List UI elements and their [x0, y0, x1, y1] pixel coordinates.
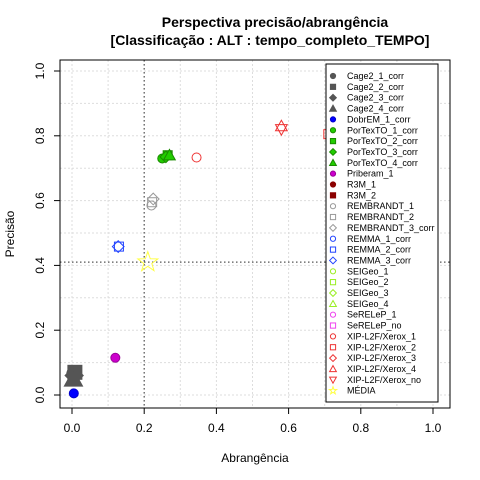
data-point: [274, 124, 289, 137]
legend-marker: [329, 311, 337, 318]
legend-entry: PorTexTO_2_corr: [347, 136, 418, 146]
x-tick-label: 0.8: [352, 421, 369, 435]
legend-marker: [328, 354, 338, 363]
legend-marker: [329, 170, 337, 177]
legend-entry: SEIGeo_1: [347, 266, 389, 276]
legend-entry: PorTexTO_4_corr: [347, 158, 418, 168]
y-tick-label: 1.0: [33, 62, 47, 79]
legend-entry: REMBRANDT_2: [347, 212, 414, 222]
data-point: [274, 119, 289, 132]
x-tick-label: 1.0: [425, 421, 442, 435]
legend-marker: [329, 344, 337, 351]
legend-entry: Priberam_1: [347, 169, 394, 179]
y-tick-label: 0.4: [33, 257, 47, 274]
legend-entry: Cage2_2_corr: [347, 82, 404, 92]
legend-entry: XIP-L2F/Xerox_4: [347, 364, 416, 374]
legend-entry: XIP-L2F/Xerox_no: [347, 375, 421, 385]
data-point: [162, 148, 177, 161]
y-tick-label: 0.2: [33, 322, 47, 339]
data-point: [136, 250, 160, 272]
legend-marker: [329, 127, 337, 134]
legend-marker: [328, 93, 338, 102]
x-tick-label: 0.2: [136, 421, 153, 435]
legend-marker: [329, 333, 337, 340]
chart-subtitle: [Classificação : ALT : tempo_completo_TE…: [111, 32, 430, 48]
legend-marker: [327, 385, 339, 396]
legend-entry: Cage2_1_corr: [347, 71, 404, 81]
legend-entry: REMMA_3_corr: [347, 255, 411, 265]
legend-entry: REMMA_1_corr: [347, 234, 411, 244]
legend-entry: XIP-L2F/Xerox_3: [347, 353, 416, 363]
x-tick-label: 0.6: [280, 421, 297, 435]
legend-marker: [329, 138, 337, 145]
legend-entry: R3M_2: [347, 190, 376, 200]
legend-marker: [329, 72, 337, 80]
data-point: [110, 352, 121, 363]
legend-marker: [329, 235, 337, 242]
data-points: [63, 119, 334, 399]
legend-marker: [328, 299, 338, 308]
x-axis-label: Abrangência: [221, 451, 289, 465]
x-tick-label: 0.4: [208, 421, 225, 435]
data-point: [111, 240, 125, 254]
data-point: [68, 388, 79, 399]
legend-marker: [329, 203, 337, 210]
legend-entry: MÉDIA: [347, 386, 376, 396]
legend-marker: [329, 83, 337, 90]
legend-marker: [328, 288, 338, 298]
legend-marker: [329, 268, 337, 275]
legend-entry: DobrEM_1_corr: [347, 114, 411, 124]
legend-marker: [329, 279, 337, 286]
y-axis: 0.0 0.2 0.4 0.6 0.8 1.0: [33, 62, 60, 403]
legend-marker: [329, 181, 337, 188]
legend-entry: SEIGeo_4: [347, 299, 389, 309]
data-point: [146, 200, 157, 211]
legend-entry: REMBRANDT_1: [347, 201, 414, 211]
legend-marker: [329, 322, 337, 329]
legend-entry: XIP-L2F/Xerox_1: [347, 331, 416, 341]
y-tick-label: 0.0: [33, 386, 47, 403]
plot-frame: [59, 59, 451, 409]
data-point: [63, 368, 84, 387]
legend-entry: SEIGeo_3: [347, 288, 389, 298]
legend-marker: [328, 364, 338, 373]
legend-entry: SeRELeP_no: [347, 321, 402, 331]
x-axis: 0.0 0.2 0.4 0.6 0.8 1.0: [64, 408, 442, 435]
legend-box: [325, 63, 439, 403]
data-point: [146, 192, 160, 206]
legend-entry: SeRELeP_1: [347, 310, 397, 320]
legend-marker: [329, 192, 337, 199]
x-tick-label: 0.0: [64, 421, 81, 435]
y-tick-label: 0.8: [33, 127, 47, 144]
legend-marker: [329, 213, 337, 221]
legend-entry: Cage2_3_corr: [347, 93, 404, 103]
legend: Cage2_1_corrCage2_2_corrCage2_3_corrCage…: [325, 63, 439, 403]
legend-marker: [328, 147, 338, 157]
legend-entry: PorTexTO_3_corr: [347, 147, 418, 157]
y-tick-label: 0.6: [33, 192, 47, 209]
legend-entry: SEIGeo_2: [347, 277, 389, 287]
data-point: [147, 197, 158, 208]
legend-marker: [328, 256, 338, 265]
legend-marker: [329, 246, 337, 253]
legend-entry: XIP-L2F/Xerox_2: [347, 342, 416, 352]
legend-entry: Cage2_4_corr: [347, 104, 404, 114]
legend-marker: [328, 158, 338, 167]
y-axis-label: Precisão: [3, 210, 17, 257]
legend-entry: REMBRANDT_3_corr: [347, 223, 435, 233]
legend-entry: R3M_1: [347, 180, 376, 190]
legend-marker: [329, 116, 337, 123]
data-point: [191, 152, 202, 163]
legend-marker: [328, 223, 338, 232]
legend-entry: REMMA_2_corr: [347, 245, 411, 255]
legend-marker: [328, 376, 338, 385]
chart-title: Perspectiva precisão/abrangência: [162, 14, 389, 30]
legend-marker: [328, 104, 338, 112]
legend-entry: PorTexTO_1_corr: [347, 125, 418, 135]
